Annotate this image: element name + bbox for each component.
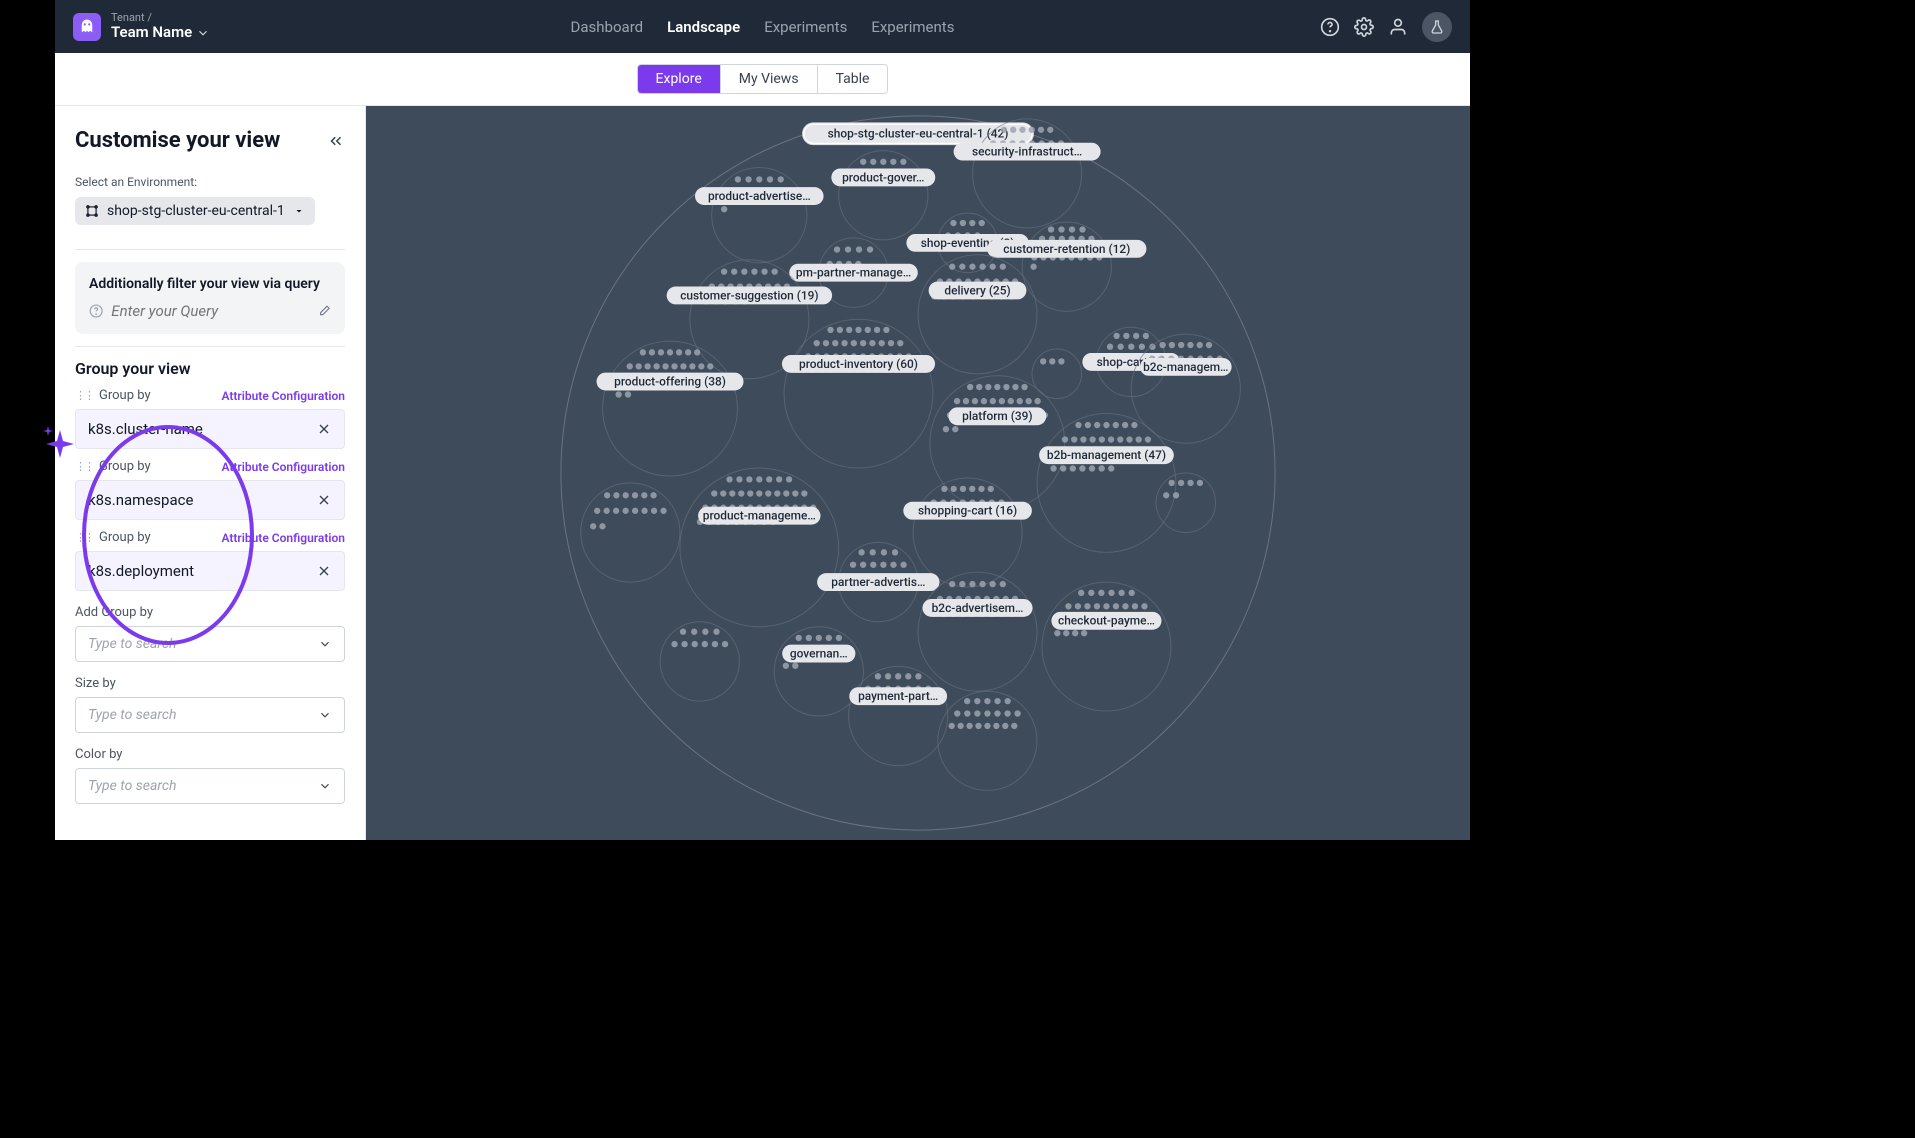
group-title: Group your view: [75, 359, 345, 378]
environment-icon: [85, 204, 99, 218]
group-by-label: Group by: [99, 459, 151, 474]
help-small-icon: [89, 302, 103, 320]
attribute-configuration-link[interactable]: Attribute Configuration: [221, 460, 345, 474]
help-icon[interactable]: [1320, 17, 1340, 37]
divider: [75, 346, 345, 347]
svg-text:product-manageme…: product-manageme…: [703, 509, 816, 523]
chevron-down-icon: [318, 708, 332, 722]
add-group-label: Add Group by: [75, 605, 345, 620]
svg-text:customer-suggestion (19): customer-suggestion (19): [680, 288, 818, 302]
svg-text:shop-stg-cluster-eu-central-1: shop-stg-cluster-eu-central-1 (42): [828, 127, 1009, 141]
attribute-configuration-link[interactable]: Attribute Configuration: [221, 531, 345, 545]
svg-text:platform (39): platform (39): [962, 409, 1032, 423]
env-value: shop-stg-cluster-eu-central-1: [107, 203, 285, 219]
color-by-placeholder: Type to search: [88, 778, 176, 794]
environment-selector[interactable]: shop-stg-cluster-eu-central-1: [75, 197, 315, 225]
group-by-input-0[interactable]: k8s.cluster-name: [75, 409, 345, 449]
svg-text:governan…: governan…: [790, 646, 848, 660]
group-by-value: k8s.deployment: [88, 562, 194, 580]
size-by-select[interactable]: Type to search: [75, 697, 345, 733]
topbar: Tenant / Team Name DashboardLandscapeExp…: [55, 0, 1470, 53]
clear-icon[interactable]: [316, 492, 332, 508]
flask-icon: [1429, 19, 1445, 35]
color-by-select[interactable]: Type to search: [75, 768, 345, 804]
svg-text:product-offering (38): product-offering (38): [614, 375, 726, 389]
logo[interactable]: [73, 13, 101, 41]
avatar[interactable]: [1422, 12, 1452, 42]
svg-text:security-infrastruct…: security-infrastruct…: [972, 145, 1082, 159]
svg-text:delivery (25): delivery (25): [944, 283, 1010, 297]
sidebar: Customise your view Select an Environmen…: [55, 106, 366, 840]
svg-text:b2b-management (47): b2b-management (47): [1047, 448, 1166, 462]
chevron-down-icon: [318, 637, 332, 651]
svg-text:customer-retention (12): customer-retention (12): [1003, 242, 1130, 256]
divider: [75, 249, 345, 250]
svg-text:product-inventory (60): product-inventory (60): [799, 357, 918, 371]
filter-card: Additionally filter your view via query: [75, 262, 345, 334]
chevron-down-icon: [196, 26, 210, 40]
svg-text:product-gover…: product-gover…: [842, 170, 924, 184]
group-by-input-1[interactable]: k8s.namespace: [75, 480, 345, 520]
clear-icon[interactable]: [316, 563, 332, 579]
size-by-placeholder: Type to search: [88, 707, 176, 723]
query-input[interactable]: [111, 302, 310, 320]
attribute-configuration-link[interactable]: Attribute Configuration: [221, 389, 345, 403]
group-by-input-2[interactable]: k8s.deployment: [75, 551, 345, 591]
gear-icon[interactable]: [1354, 17, 1374, 37]
caret-down-icon: [293, 205, 305, 217]
chevron-down-icon: [318, 779, 332, 793]
sidebar-title: Customise your view: [75, 128, 280, 153]
env-section-label: Select an Environment:: [75, 175, 345, 189]
group-by-value: k8s.cluster-name: [88, 420, 203, 438]
svg-text:partner-advertis…: partner-advertis…: [831, 575, 925, 589]
landscape-canvas[interactable]: shop-stg-cluster-eu-central-1 (42) securi…: [366, 106, 1470, 840]
team-name: Team Name: [111, 24, 192, 41]
user-icon[interactable]: [1388, 17, 1408, 37]
size-by-label: Size by: [75, 676, 345, 691]
svg-text:b2c-advertisem…: b2c-advertisem…: [932, 601, 1024, 615]
svg-text:product-advertise…: product-advertise…: [708, 189, 811, 203]
svg-text:shopping-cart (16): shopping-cart (16): [918, 504, 1017, 518]
group-by-label: Group by: [99, 388, 151, 403]
collapse-icon[interactable]: [327, 132, 345, 150]
tenant-block[interactable]: Tenant / Team Name: [111, 12, 210, 41]
sparkle-icon: [40, 424, 80, 464]
landscape-graph: shop-stg-cluster-eu-central-1 (42) securi…: [366, 106, 1470, 840]
add-group-select[interactable]: Type to search: [75, 626, 345, 662]
svg-text:payment-part…: payment-part…: [858, 689, 938, 703]
drag-handle-icon[interactable]: ⋮⋮: [75, 531, 93, 544]
drag-handle-icon[interactable]: ⋮⋮: [75, 389, 93, 402]
topbar-right: [1320, 12, 1452, 42]
filter-card-title: Additionally filter your view via query: [89, 276, 331, 292]
svg-text:b2c-managem…: b2c-managem…: [1143, 360, 1228, 374]
color-by-label: Color by: [75, 747, 345, 762]
clear-icon[interactable]: [316, 421, 332, 437]
svg-text:checkout-payme…: checkout-payme…: [1058, 614, 1155, 628]
group-by-label: Group by: [99, 530, 151, 545]
edit-icon[interactable]: [318, 303, 331, 319]
svg-text:pm-partner-manage…: pm-partner-manage…: [796, 266, 911, 280]
add-group-placeholder: Type to search: [88, 636, 176, 652]
group-by-value: k8s.namespace: [88, 491, 193, 509]
